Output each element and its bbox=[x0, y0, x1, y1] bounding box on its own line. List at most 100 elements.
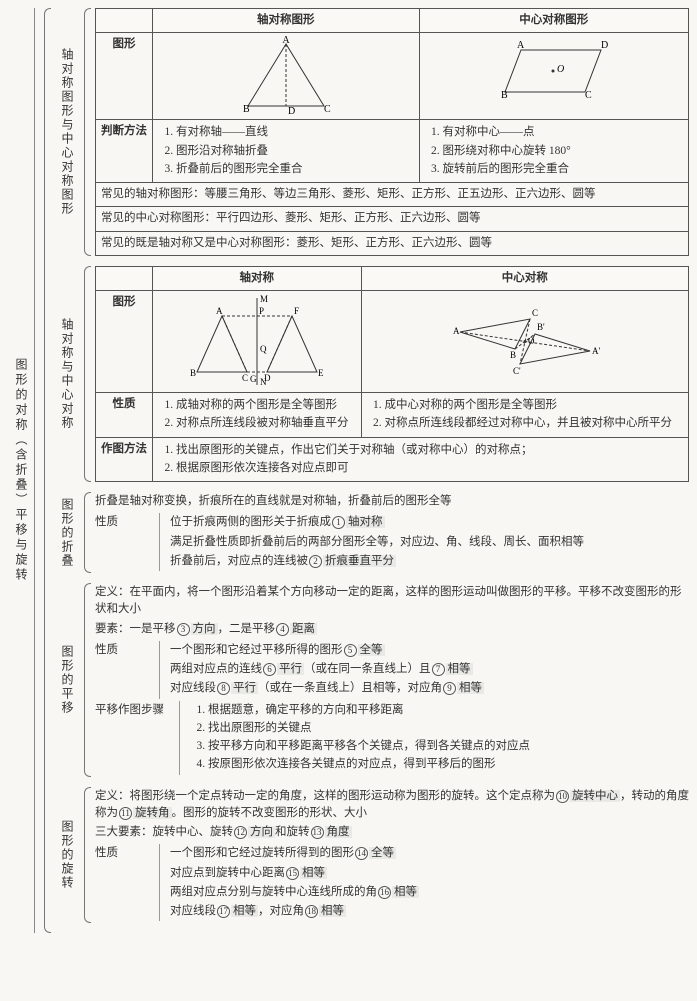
table-symmetry: 轴对称 中心对称 图形 bbox=[95, 266, 689, 482]
main-column: 轴对称图形与中心对称图形 轴对称图形 中心对称图形 图形 bbox=[55, 8, 689, 933]
method-left: 有对称轴——直线 图形沿对称轴折叠 折叠前后的图形完全重合 bbox=[153, 120, 420, 183]
svg-text:A: A bbox=[517, 40, 525, 51]
list-item: 按原图形依次连接各关键点的对应点，得到平移后的图形 bbox=[208, 756, 689, 773]
rot-def: 定义：将图形绕一个定点转动一定的角度，这样的图形运动称为图形的旋转。这个定点称为… bbox=[95, 787, 689, 824]
svg-text:C: C bbox=[242, 373, 248, 383]
svg-text:A: A bbox=[216, 306, 223, 316]
svg-text:B: B bbox=[190, 368, 196, 378]
trans-prop: 两组对应点的连线6平行（或在同一条直线上）且7相等 bbox=[170, 660, 689, 679]
svg-text:M: M bbox=[260, 294, 268, 304]
section-axisym-centersym: 轴对称与中心对称 轴对称 中心对称 图形 bbox=[55, 266, 689, 482]
svg-text:O: O bbox=[528, 336, 535, 346]
section-axisym-figures: 轴对称图形与中心对称图形 轴对称图形 中心对称图形 图形 bbox=[55, 8, 689, 256]
rot-prop: 对应线段17相等，对应角18相等 bbox=[170, 902, 689, 921]
tree-label: 性质 bbox=[95, 641, 159, 699]
col-header: 轴对称图形 bbox=[153, 9, 420, 33]
page: 图形的对称（含折叠）平移与旋转 轴对称图形与中心对称图形 轴对称图形 中心对称图… bbox=[8, 8, 689, 933]
svg-text:O: O bbox=[557, 64, 564, 75]
note-row: 常见的轴对称图形：等腰三角形、等边三角形、菱形、矩形、正方形、正五边形、正六边形… bbox=[96, 183, 689, 207]
col-header: 中心对称 bbox=[361, 266, 689, 290]
trans-def: 定义：在平面内，将一个图形沿着某个方向移动一定的距离，这样的图形运动叫做图形的平… bbox=[95, 583, 689, 620]
trans-prop: 对应线段8平行（或在一条直线上）且相等，对应角9相等 bbox=[170, 679, 689, 698]
row-header: 性质 bbox=[96, 393, 153, 438]
svg-text:P: P bbox=[259, 306, 264, 316]
rot-ess: 三大要素：旋转中心、旋转12方向和旋转13角度 bbox=[95, 823, 689, 842]
section-fold: 图形的折叠 折叠是轴对称变换，折痕所在的直线就是对称轴，折叠前后的图形全等 性质… bbox=[55, 492, 689, 573]
col-header: 轴对称 bbox=[153, 266, 362, 290]
list-item: 对称点所连线段被对称轴垂直平分 bbox=[176, 415, 356, 432]
fold-prop: 折叠前后，对应点的连线被2折痕垂直平分 bbox=[170, 552, 689, 571]
svg-text:D: D bbox=[601, 40, 608, 51]
fold-prop: 满足折叠性质即折叠前后的两部分图形全等，对应边、角、线段、周长、面积相等 bbox=[170, 533, 689, 552]
section-translate: 图形的平移 定义：在平面内，将一个图形沿着某个方向移动一定的距离，这样的图形运动… bbox=[55, 583, 689, 777]
svg-text:B: B bbox=[501, 90, 508, 101]
svg-text:F: F bbox=[294, 306, 299, 316]
list-item: 旋转前后的图形完全重合 bbox=[443, 161, 684, 178]
rot-prop: 对应点到旋转中心距离15相等 bbox=[170, 864, 689, 883]
list-item: 找出原图形的关键点 bbox=[208, 720, 689, 737]
prop-left: 成轴对称的两个图形是全等图形 对称点所连线段被对称轴垂直平分 bbox=[153, 393, 362, 438]
svg-text:Q: Q bbox=[260, 344, 267, 354]
prop-right: 成中心对称的两个图形是全等图形 对称点所连线段都经过对称中心，并且被对称中心所平… bbox=[361, 393, 689, 438]
tree-label: 性质 bbox=[95, 513, 159, 571]
list-item: 成中心对称的两个图形是全等图形 bbox=[385, 397, 684, 414]
brace-icon bbox=[82, 787, 92, 924]
note-row: 常见的中心对称图形：平行四边形、菱形、矩形、正方形、正六边形、圆等 bbox=[96, 207, 689, 231]
svg-text:C: C bbox=[324, 104, 331, 115]
brace-icon bbox=[82, 492, 92, 573]
trans-prop: 一个图形和它经过平移所得的图形5全等 bbox=[170, 641, 689, 660]
brace-icon bbox=[82, 266, 92, 482]
svg-text:A: A bbox=[453, 326, 460, 336]
svg-text:A': A' bbox=[592, 346, 600, 356]
brace-icon bbox=[82, 8, 92, 256]
list-item: 成轴对称的两个图形是全等图形 bbox=[176, 397, 356, 414]
row-header: 判断方法 bbox=[96, 120, 153, 183]
rot-prop: 一个图形和它经过旋转所得到的图形14全等 bbox=[170, 844, 689, 863]
draw-method: 找出原图形的关键点，作出它们关于对称轴（或对称中心）的对称点； 根据原图形依次连… bbox=[153, 437, 689, 482]
section-label: 图形的旋转 bbox=[55, 787, 79, 924]
tree-label: 平移作图步骤 bbox=[95, 701, 179, 775]
svg-text:A: A bbox=[282, 36, 290, 46]
rot-prop: 两组对应点分别与旋转中心连线所成的角16相等 bbox=[170, 883, 689, 902]
method-right: 有对称中心——点 图形绕对称中心旋转 180° 旋转前后的图形完全重合 bbox=[419, 120, 689, 183]
row-header: 作图方法 bbox=[96, 437, 153, 482]
svg-text:C': C' bbox=[513, 366, 521, 376]
section-rotate: 图形的旋转 定义：将图形绕一个定点转动一定的角度，这样的图形运动称为图形的旋转。… bbox=[55, 787, 689, 924]
note-row: 常见的既是轴对称又是中心对称图形：菱形、矩形、正方形、正六边形、圆等 bbox=[96, 231, 689, 255]
list-item: 对称点所连线段都经过对称中心，并且被对称中心所平分 bbox=[385, 415, 684, 432]
main-brace bbox=[42, 8, 52, 933]
svg-text:E: E bbox=[318, 368, 324, 378]
fold-prop: 位于折痕两侧的图形关于折痕成1轴对称 bbox=[170, 513, 689, 532]
list-item: 图形沿对称轴折叠 bbox=[176, 143, 414, 160]
svg-text:D: D bbox=[264, 373, 271, 383]
brace-icon bbox=[82, 583, 92, 777]
svg-text:D: D bbox=[288, 106, 295, 116]
section-label: 轴对称图形与中心对称图形 bbox=[55, 8, 79, 256]
section-label: 轴对称与中心对称 bbox=[55, 266, 79, 482]
list-item: 有对称中心——点 bbox=[443, 124, 684, 141]
col-header: 中心对称图形 bbox=[419, 9, 689, 33]
list-item: 图形绕对称中心旋转 180° bbox=[443, 143, 684, 160]
figure-axis-symmetry: M N A F P B C D E G Q bbox=[153, 291, 362, 393]
svg-text:B': B' bbox=[537, 322, 545, 332]
table-symmetry-figures: 轴对称图形 中心对称图形 图形 A B D C bbox=[95, 8, 689, 256]
list-item: 按平移方向和平移距离平移各个关键点，得到各关键点的对应点 bbox=[208, 738, 689, 755]
tree-label: 性质 bbox=[95, 844, 159, 921]
list-item: 根据原图形依次连接各对应点即可 bbox=[176, 460, 683, 477]
svg-text:B: B bbox=[243, 104, 250, 115]
svg-text:C: C bbox=[585, 90, 592, 101]
svg-text:G: G bbox=[250, 374, 257, 384]
fold-intro: 折叠是轴对称变换，折痕所在的直线就是对称轴，折叠前后的图形全等 bbox=[95, 492, 689, 511]
row-header: 图形 bbox=[96, 33, 153, 120]
figure-triangle: A B D C bbox=[153, 33, 420, 120]
trans-ess: 要素：一是平移3方向，二是平移4距离 bbox=[95, 620, 689, 639]
svg-text:B: B bbox=[510, 350, 516, 360]
list-item: 有对称轴——直线 bbox=[176, 124, 414, 141]
row-header: 图形 bbox=[96, 291, 153, 393]
figure-parallelogram: A D B C O bbox=[419, 33, 689, 120]
section-label: 图形的折叠 bbox=[55, 492, 79, 573]
figure-center-symmetry: A C B A' C' B' O bbox=[361, 291, 689, 393]
section-label: 图形的平移 bbox=[55, 583, 79, 777]
list-item: 找出原图形的关键点，作出它们关于对称轴（或对称中心）的对称点； bbox=[176, 442, 683, 459]
list-item: 根据题意，确定平移的方向和平移距离 bbox=[208, 702, 689, 719]
